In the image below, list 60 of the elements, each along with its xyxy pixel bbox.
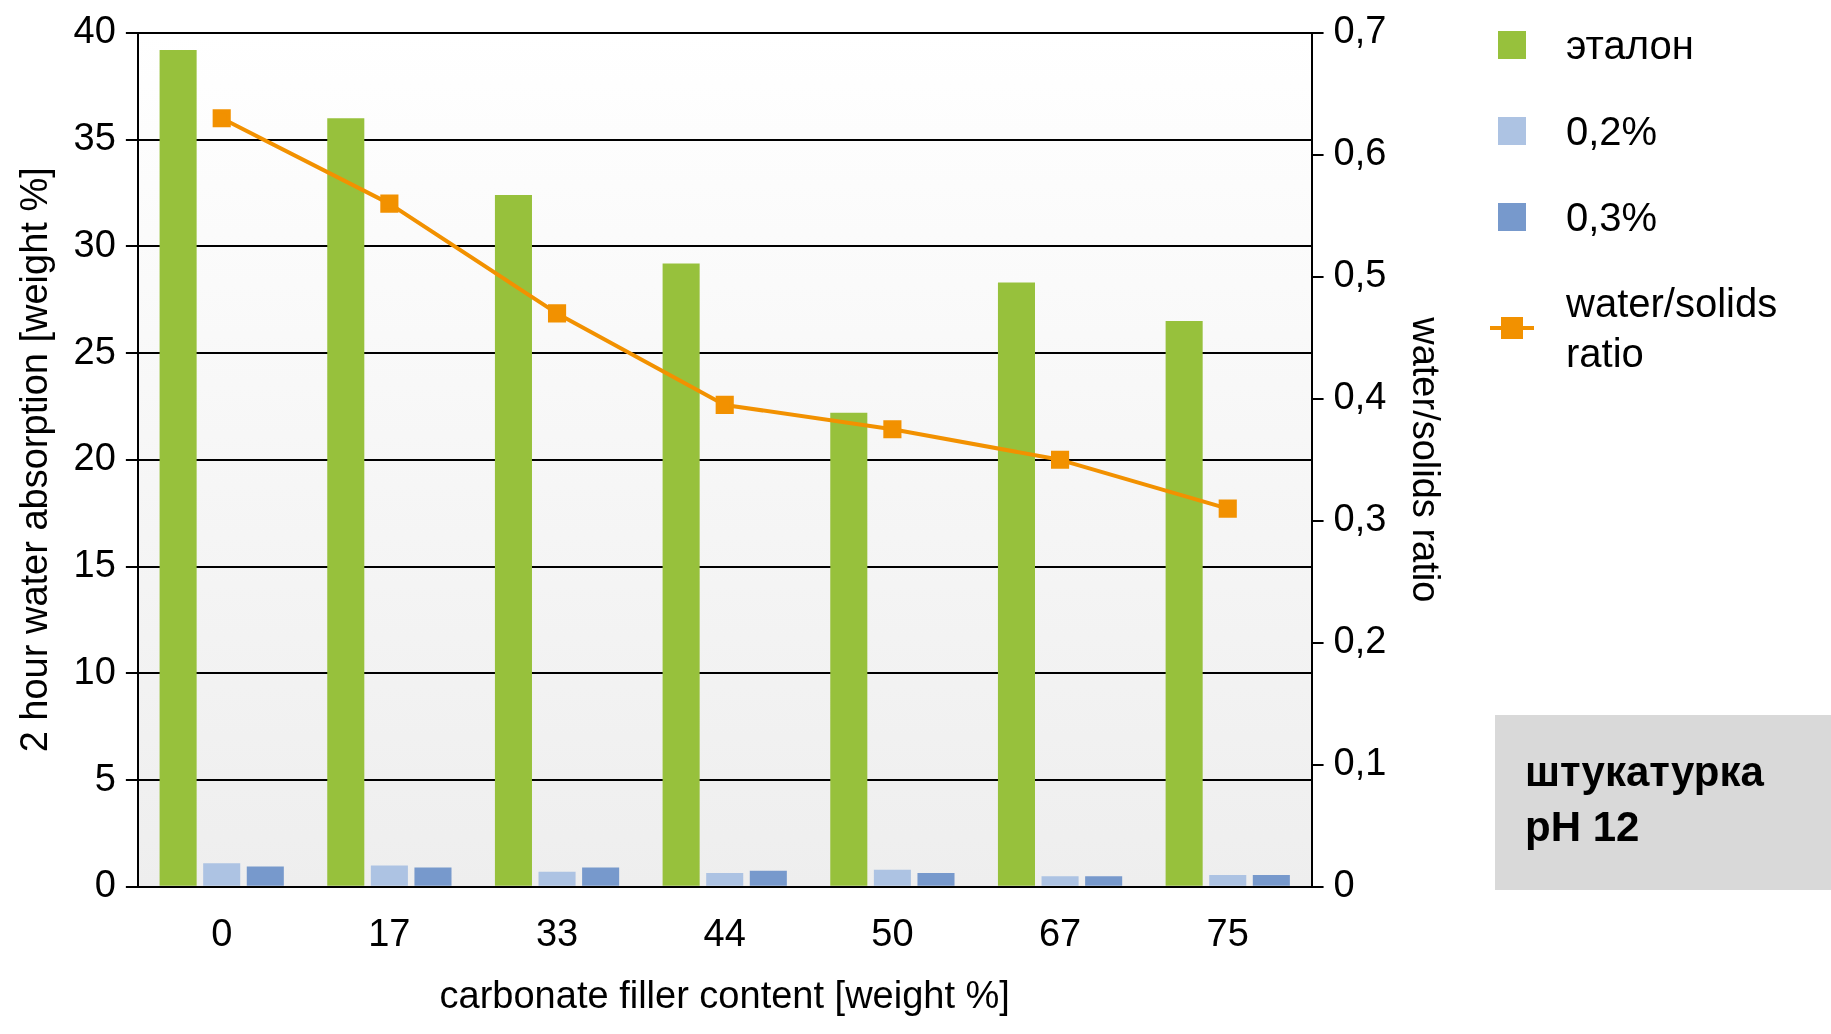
- y2-tick-label: 0,6: [1333, 131, 1387, 174]
- y-axis-title: 2 hour water absorption [weight %]: [13, 167, 56, 753]
- bar: [1041, 876, 1079, 886]
- point: [212, 109, 231, 128]
- bar: [246, 866, 284, 886]
- bar: [494, 195, 532, 886]
- y2-tick-label: 0: [1333, 863, 1355, 906]
- y2-tick-label: 0,2: [1333, 619, 1387, 662]
- bar: [1252, 875, 1290, 886]
- bar: [1085, 876, 1123, 886]
- bar: [327, 118, 365, 886]
- y-tick-label: 20: [73, 436, 116, 479]
- legend-label: water/solids ratio: [1566, 280, 1778, 377]
- x-tick-label: 17: [368, 912, 411, 955]
- x-axis-title: carbonate filler content [weight %]: [439, 973, 1010, 1016]
- x-tick-label: 75: [1206, 912, 1249, 955]
- point: [1050, 450, 1070, 469]
- bar: [873, 869, 911, 886]
- y-tick-label: 40: [73, 9, 116, 52]
- bar: [414, 867, 452, 886]
- y-tick-label: 5: [94, 756, 116, 799]
- y2-tick-label: 0,4: [1333, 375, 1387, 418]
- x-tick-label: 44: [703, 912, 746, 955]
- bar: [538, 871, 576, 886]
- legend-label: эталон: [1566, 22, 1694, 69]
- bar: [1209, 875, 1247, 886]
- bar: [997, 282, 1035, 886]
- legend-label: 0,3%: [1566, 194, 1658, 241]
- y2-tick-label: 0,3: [1333, 497, 1387, 540]
- bar: [582, 867, 620, 886]
- bar: [662, 263, 700, 886]
- point: [1218, 499, 1237, 518]
- y2-tick-label: 0,5: [1333, 253, 1387, 296]
- x-tick-label: 0: [211, 912, 233, 955]
- point: [883, 420, 902, 439]
- bar: [706, 872, 744, 886]
- legend-label: 0,2%: [1566, 108, 1658, 155]
- bar: [1165, 321, 1203, 886]
- point: [380, 194, 399, 213]
- text: штукатурка pH 12: [1495, 715, 1831, 890]
- y2-tick-label: 0,7: [1333, 9, 1387, 52]
- bar: [749, 870, 787, 886]
- point: [715, 395, 734, 414]
- y-tick-label: 10: [73, 649, 116, 692]
- y-tick-label: 25: [73, 329, 116, 372]
- point: [547, 304, 567, 323]
- bar: [917, 872, 955, 886]
- y-tick-label: 35: [73, 116, 116, 159]
- y-tick-label: 15: [73, 543, 116, 586]
- x-tick-label: 50: [871, 912, 914, 955]
- bar: [830, 412, 868, 886]
- bar: [159, 49, 197, 886]
- y2-axis-title: water/solids ratio: [1404, 316, 1447, 603]
- y2-tick-label: 0,1: [1333, 741, 1387, 784]
- x-tick-label: 67: [1038, 912, 1082, 955]
- x-tick-label: 33: [535, 912, 579, 955]
- y-tick-label: 0: [94, 863, 116, 906]
- bar: [203, 863, 241, 886]
- y-tick-label: 30: [73, 222, 116, 265]
- bar: [370, 865, 408, 886]
